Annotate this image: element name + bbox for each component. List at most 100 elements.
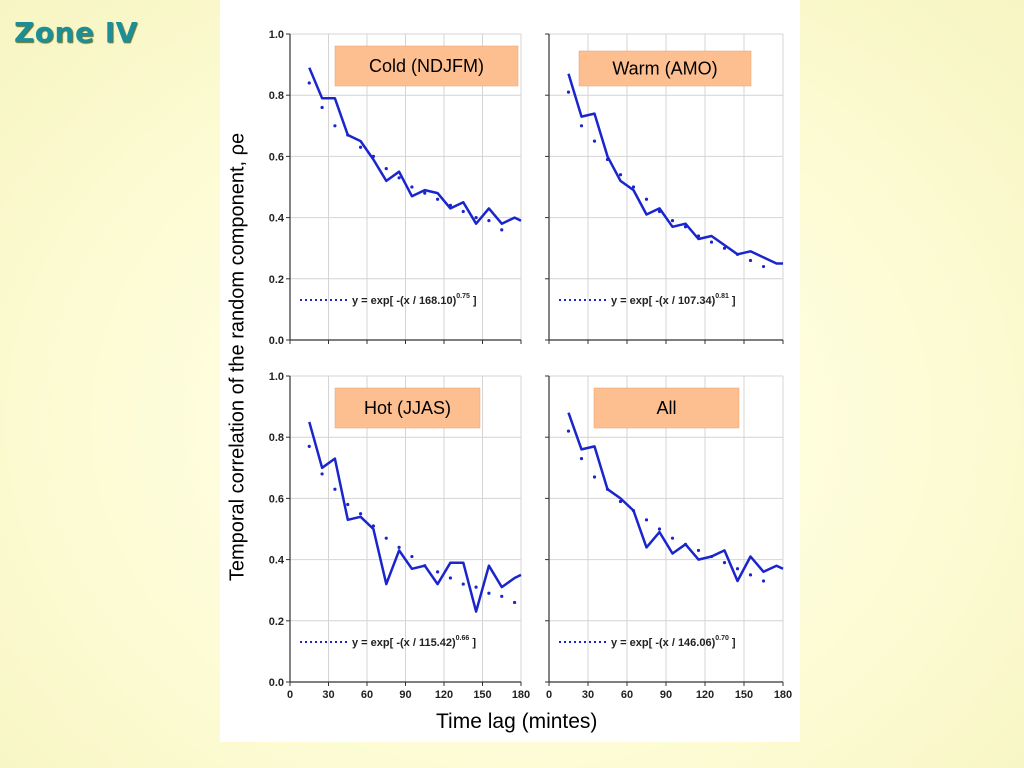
x-tick-label: 150 [735, 689, 753, 701]
fit-dot [657, 527, 662, 531]
series-line-observed [567, 412, 784, 583]
chart-panel-4: 0 30 60 90 120 150 180 y = exp[ -(x / 146.06)0.… [545, 375, 792, 701]
fit-dot [397, 545, 401, 549]
panel-label: Warm (AMO) [612, 59, 717, 79]
fit-dot [631, 185, 636, 189]
fit-dot [423, 564, 427, 568]
fit-dot [487, 219, 491, 223]
y-tick-label: 0.2 [269, 616, 284, 628]
fit-dot [605, 487, 610, 491]
fit-dot [410, 554, 414, 559]
y-tick-label: 0.6 [269, 493, 284, 505]
fit-dot [448, 203, 453, 207]
x-tick-label: 180 [774, 689, 792, 701]
y-tick-label: 1.0 [269, 371, 284, 383]
fit-dot [307, 444, 311, 448]
fit-dot [487, 591, 491, 595]
fit-dot [644, 197, 649, 201]
fit-dot [592, 475, 597, 479]
chart-panel-1: 0.0 0.2 0.4 0.6 0.8 1.0 y = exp[ -(x / 168.10)… [269, 29, 522, 347]
fit-dot [566, 429, 571, 433]
panel-label: Hot (JJAS) [364, 398, 451, 418]
panel-label-box [593, 387, 740, 429]
fit-dot [448, 576, 453, 580]
fit-dot [722, 561, 727, 565]
series-line-observed [308, 421, 522, 613]
y-tick-label: 0.0 [269, 335, 284, 347]
x-tick-label: 180 [512, 689, 530, 701]
y-tick-label: 0.4 [269, 213, 285, 225]
fit-dot [618, 173, 623, 177]
fit-dot [474, 216, 478, 220]
fit-dot [461, 209, 465, 214]
fit-dot [435, 197, 440, 201]
fit-dot [346, 502, 350, 507]
fit-dot [670, 536, 675, 540]
x-tick-label: 90 [399, 689, 411, 701]
fit-dot [333, 124, 337, 128]
y-axis-title-box: Temporal correlation of the random compo… [220, 66, 256, 648]
fit-dot [709, 240, 714, 244]
fit-dot [748, 258, 753, 263]
fit-dot [320, 105, 324, 110]
fit-dot [683, 542, 688, 546]
fit-dot [761, 579, 766, 583]
fit-dot [423, 191, 427, 195]
y-tick-label: 0.8 [269, 90, 284, 102]
panel-label-box [334, 45, 519, 87]
fit-dot [397, 176, 401, 180]
panel-label-box [334, 387, 481, 429]
fit-dot [371, 524, 376, 528]
legend-equation: y = exp[ -(x / 115.42)0.66 ] [352, 635, 476, 649]
y-tick-label: 0.2 [269, 274, 284, 286]
fit-dot [384, 167, 388, 171]
panel-label: All [656, 398, 676, 418]
fit-dot [500, 594, 504, 598]
x-axis-title: Time lag (mintes) [436, 710, 598, 733]
y-tick-label: 0.6 [269, 151, 284, 163]
fit-dot [512, 600, 517, 605]
fit-dot [384, 536, 388, 540]
series-line-observed [567, 73, 783, 265]
fit-dot [333, 487, 337, 491]
fit-dot [696, 234, 701, 238]
fit-dot [605, 157, 610, 162]
fit-dot [566, 90, 571, 94]
y-tick-label: 1.0 [269, 29, 284, 41]
chart-panel-3: 0.0 0.2 0.4 0.6 0.8 1.0 0 30 60 90 120 150 180 y = ex… [269, 371, 530, 701]
fit-dot [461, 582, 465, 586]
fit-dot [500, 228, 504, 232]
x-tick-label: 90 [660, 689, 672, 701]
fit-dot [592, 139, 597, 143]
x-tick-label: 120 [435, 689, 453, 701]
legend-equation: y = exp[ -(x / 146.06)0.70 ] [611, 635, 736, 649]
y-tick-label: 0.4 [269, 555, 285, 567]
figure-panel [220, 0, 800, 742]
fit-dot [358, 512, 363, 516]
fit-dot [683, 225, 688, 229]
fit-dot [410, 185, 414, 189]
x-tick-label: 30 [322, 689, 334, 701]
fit-dot [631, 509, 636, 513]
x-tick-label: 120 [696, 689, 714, 701]
legend-equation: y = exp[ -(x / 168.10)0.75 ] [352, 293, 477, 307]
fit-dot [761, 264, 766, 269]
chart-panel-2: y = exp[ -(x / 107.34)0.81 ] Warm (AMO) [545, 33, 784, 344]
y-axis-title: Temporal correlation of the random compo… [226, 132, 249, 582]
fit-dot [722, 246, 727, 250]
x-tick-label: 60 [621, 689, 633, 701]
fit-dot [358, 145, 363, 149]
panel-label-box [578, 50, 752, 87]
fit-dot [696, 548, 701, 553]
series-line-observed [308, 67, 522, 225]
fit-dot [371, 154, 376, 158]
x-tick-label: 150 [473, 689, 491, 701]
fit-dot [618, 499, 623, 504]
x-tick-label: 0 [546, 689, 552, 701]
fit-dot [579, 457, 584, 461]
fit-dot [346, 133, 350, 137]
slide-title: Zone IV [14, 16, 138, 49]
panel-label: Cold (NDJFM) [369, 56, 484, 76]
x-tick-label: 0 [287, 689, 293, 701]
fit-dot [735, 567, 740, 571]
